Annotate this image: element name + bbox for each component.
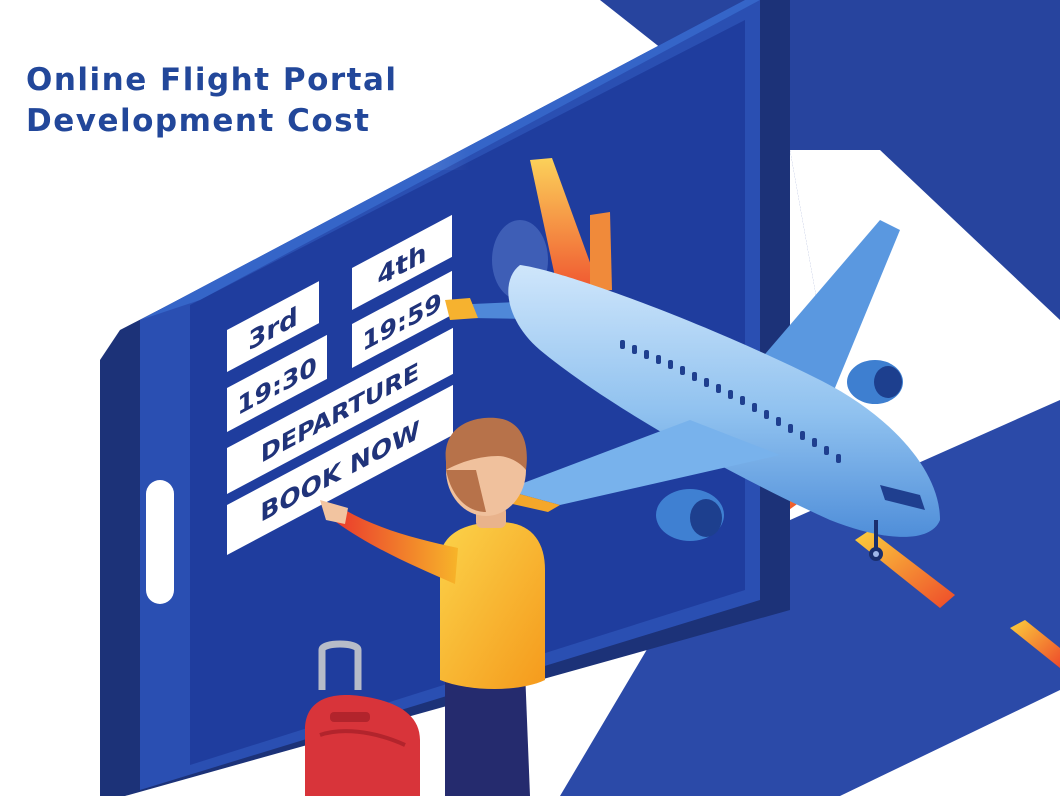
airplane (445, 158, 940, 561)
traveler (320, 417, 545, 796)
plane-cockpit (880, 485, 925, 510)
title-line-2: Development Cost (26, 103, 371, 139)
plane-windows (620, 340, 841, 463)
title-line-1: Online Flight Portal (26, 62, 398, 98)
landing-gear (869, 520, 883, 561)
phone-side-button (146, 480, 174, 604)
phone-device (100, 0, 790, 796)
suitcase (305, 640, 420, 796)
far-engine (847, 360, 903, 404)
page-title: Online Flight Portal Development Cost (26, 60, 398, 142)
near-engine (656, 489, 724, 541)
title-backdrop (0, 40, 470, 170)
